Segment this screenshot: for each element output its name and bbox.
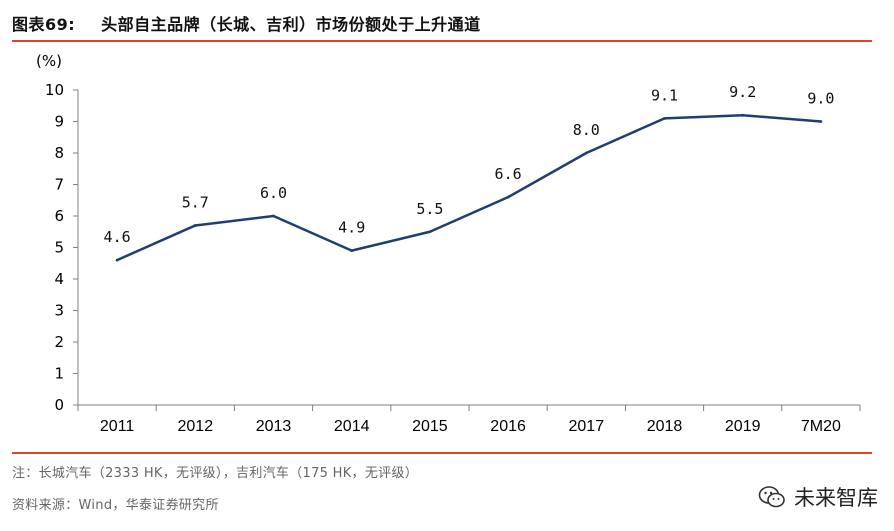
y-tick-label: 1 (54, 365, 64, 383)
y-tick-label: 4 (54, 270, 64, 288)
data-point (663, 116, 666, 120)
data-label: 9.1 (651, 86, 678, 104)
x-tick-label: 2011 (100, 418, 135, 435)
data-label: 9.0 (807, 90, 834, 108)
data-label: 6.0 (260, 184, 287, 202)
footer-divider (12, 452, 872, 454)
data-label: 5.7 (182, 193, 209, 211)
data-point (741, 113, 745, 117)
data-point (584, 151, 588, 155)
wechat-icon (758, 486, 785, 508)
x-tick-label: 2012 (178, 418, 214, 435)
chart-title-row: 图表69: 头部自主品牌（长城、吉利）市场份额处于上升通道 (12, 8, 872, 38)
data-label: 5.5 (416, 200, 443, 218)
series-line (116, 113, 822, 262)
x-tick-label: 2015 (412, 418, 448, 435)
x-tick-label: 7M20 (801, 418, 841, 435)
series-group (115, 113, 823, 262)
x-tick-label: 2016 (490, 418, 526, 435)
y-tick-label: 5 (54, 239, 64, 257)
data-point (428, 230, 432, 234)
y-tick-label: 9 (54, 113, 64, 131)
y-tick-label: 8 (54, 144, 64, 162)
data-label: 4.6 (104, 228, 131, 246)
y-axis-unit-label: (%) (36, 52, 62, 70)
x-tick-label: 2014 (334, 418, 370, 435)
y-tick-label: 0 (54, 396, 64, 414)
chart-title: 头部自主品牌（长城、吉利）市场份额处于上升通道 (101, 15, 481, 34)
y-tick-label: 10 (45, 81, 64, 99)
title-divider (12, 40, 872, 42)
chart-source: 资料来源：Wind，华泰证券研究所 (12, 498, 219, 513)
data-point (506, 195, 510, 199)
data-label: 4.9 (338, 219, 365, 237)
x-tick-label: 2018 (647, 418, 683, 435)
x-tick-label: 2017 (569, 418, 605, 435)
data-label: 6.6 (495, 165, 522, 183)
data-point (272, 214, 275, 218)
y-axis: (%) 0 1 2 3 4 5 6 7 8 9 10 (36, 52, 79, 414)
x-axis: 2011 2012 2013 2014 2015 2016 2017 2018 2019 7M20 (77, 404, 861, 435)
data-point (193, 224, 197, 227)
y-tick-label: 3 (54, 302, 64, 320)
watermark: 未来智库 (758, 482, 878, 512)
x-tick-label: 2013 (256, 418, 292, 435)
figure-label: 图表69: (12, 15, 76, 34)
data-point (819, 120, 823, 123)
y-tick-label: 6 (54, 207, 64, 225)
data-label: 9.2 (729, 83, 756, 101)
y-tick-label: 2 (54, 333, 64, 351)
line-chart: (%) 0 1 2 3 4 5 6 7 8 9 10 2011 2012 2013 2014 2015 2016… (36, 52, 861, 435)
watermark-text: 未来智库 (794, 486, 878, 510)
x-tick-label: 2019 (725, 418, 761, 435)
chart-note: 注：长城汽车（2333 HK，无评级），吉利汽车（175 HK，无评级） (12, 466, 419, 481)
data-point (350, 249, 354, 253)
data-labels: 4.6 5.7 6.0 4.9 5.5 6.6 8.0 9.1 9.2 9.0 (104, 83, 835, 246)
data-point (115, 258, 119, 262)
y-tick-label: 7 (54, 176, 64, 194)
data-label: 8.0 (573, 121, 600, 139)
